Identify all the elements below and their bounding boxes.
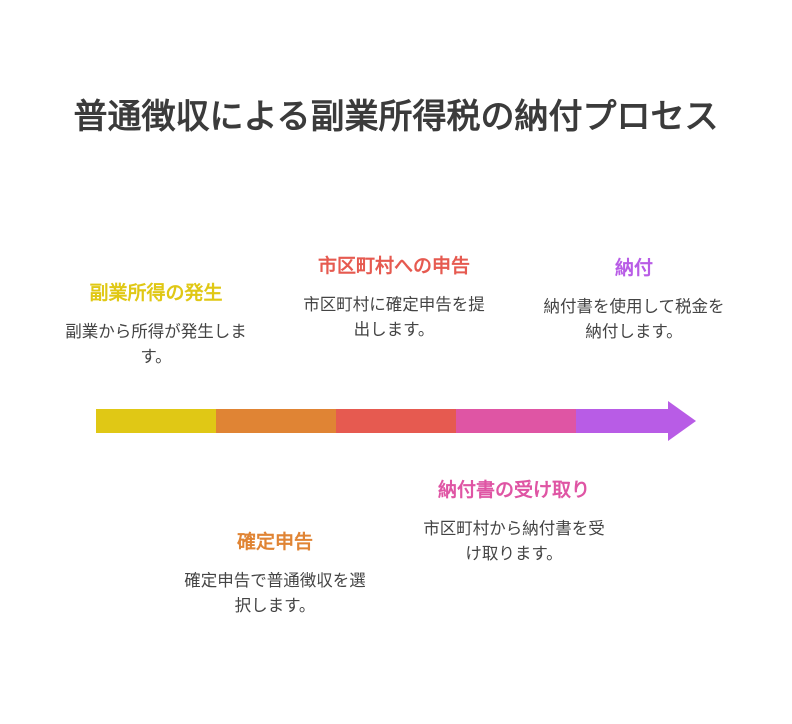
step-description: 副業から所得が発生します。: [65, 322, 247, 366]
step-description: 市区町村に確定申告を提出します。: [303, 295, 485, 339]
timeline-segment-1: [96, 409, 216, 433]
diagram-title: 普通徴収による副業所得税の納付プロセス: [73, 97, 719, 137]
step-label: 納付: [614, 257, 653, 279]
step-label: 確定申告: [236, 531, 313, 553]
step-label: 市区町村への申告: [317, 255, 470, 277]
step-description: 市区町村から納付書を受け取ります。: [423, 519, 605, 563]
timeline-arrow-icon: [668, 401, 696, 441]
step-description: 確定申告で普通徴収を選択します。: [184, 571, 366, 615]
timeline-segment-3: [336, 409, 456, 433]
step-municipal-filing: 市区町村への申告 市区町村に確定申告を提出します。: [296, 253, 492, 342]
step-income-occurrence: 副業所得の発生 副業から所得が発生します。: [58, 280, 254, 369]
step-label: 副業所得の発生: [89, 282, 223, 304]
step-description: 納付書を使用して税金を納付します。: [543, 297, 725, 341]
step-tax-return: 確定申告 確定申告で普通徴収を選択します。: [177, 529, 373, 618]
timeline-segment-4: [456, 409, 576, 433]
timeline-segment-5: [576, 409, 669, 433]
step-label: 納付書の受け取り: [437, 479, 590, 501]
timeline-segment-2: [216, 409, 336, 433]
step-receive-payment-slip: 納付書の受け取り 市区町村から納付書を受け取ります。: [416, 477, 612, 566]
step-payment: 納付 納付書を使用して税金を納付します。: [536, 255, 732, 344]
